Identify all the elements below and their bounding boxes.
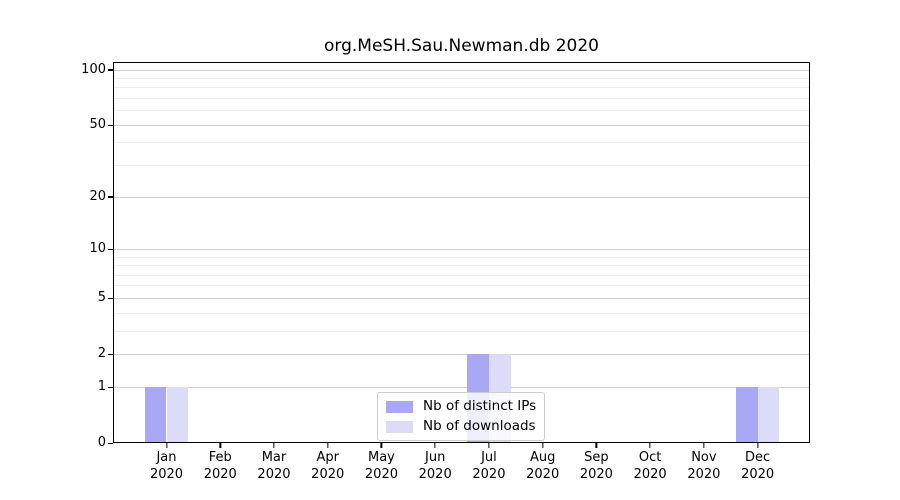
major-gridline-2 xyxy=(113,353,810,355)
y-tick-label-50: 50 xyxy=(89,117,106,133)
x-tick-label-jan: Jan 2020 xyxy=(149,450,184,483)
minor-gridline-30 xyxy=(113,165,810,167)
plot-area xyxy=(113,62,810,444)
bar-nb-of-distinct-ips-dec xyxy=(735,387,758,444)
x-tick-jul xyxy=(488,443,490,448)
legend-swatch-downloads xyxy=(386,420,413,433)
minor-gridline-90 xyxy=(113,77,810,79)
minor-gridline-3 xyxy=(113,330,810,332)
major-gridline-10 xyxy=(113,248,810,250)
minor-gridline-7 xyxy=(113,274,810,276)
major-gridline-20 xyxy=(113,196,810,198)
y-tick-label-2: 2 xyxy=(97,346,106,362)
minor-gridline-60 xyxy=(113,110,810,112)
minor-gridline-4 xyxy=(113,312,810,314)
legend-entry-downloads: Nb of downloads xyxy=(386,418,536,435)
y-tick-label-5: 5 xyxy=(97,290,106,306)
major-gridline-50 xyxy=(113,124,810,126)
x-tick-label-sep: Sep 2020 xyxy=(579,450,613,483)
y-tick-20 xyxy=(108,196,113,198)
x-tick-mar xyxy=(273,443,275,448)
bar-nb-of-downloads-dec xyxy=(757,387,780,444)
minor-gridline-6 xyxy=(113,285,810,287)
x-tick-label-oct: Oct 2020 xyxy=(633,450,667,483)
legend-swatch-distinct-ips xyxy=(386,400,413,413)
major-gridline-1 xyxy=(113,386,810,388)
x-tick-sep xyxy=(595,443,598,448)
x-tick-aug xyxy=(542,443,544,448)
x-tick-may xyxy=(380,443,383,448)
major-gridline-100 xyxy=(113,69,810,71)
x-tick-label-jun: Jun 2020 xyxy=(418,450,452,483)
minor-gridline-9 xyxy=(113,256,810,258)
y-tick-label-0: 0 xyxy=(97,435,106,451)
y-tick-5 xyxy=(108,297,113,300)
x-tick-label-jul: Jul 2020 xyxy=(472,450,506,483)
minor-gridline-40 xyxy=(113,142,810,144)
minor-gridline-80 xyxy=(113,87,810,89)
x-tick-label-aug: Aug 2020 xyxy=(526,450,560,483)
x-tick-nov xyxy=(703,443,705,448)
y-tick-10 xyxy=(108,248,113,250)
y-tick-2 xyxy=(108,353,113,356)
minor-gridline-70 xyxy=(113,98,810,99)
x-tick-oct xyxy=(649,443,651,448)
major-gridline-5 xyxy=(113,297,810,299)
y-tick-0 xyxy=(108,442,113,444)
x-tick-label-feb: Feb 2020 xyxy=(203,450,237,483)
y-tick-label-10: 10 xyxy=(89,241,106,257)
legend-entry-distinct-ips: Nb of distinct IPs xyxy=(386,398,536,415)
bar-nb-of-downloads-jan xyxy=(166,387,189,444)
legend-label-distinct-ips: Nb of distinct IPs xyxy=(423,398,537,414)
y-tick-label-100: 100 xyxy=(81,62,106,77)
x-tick-label-may: May 2020 xyxy=(364,450,398,483)
y-tick-label-20: 20 xyxy=(89,189,106,205)
y-tick-100 xyxy=(108,69,113,71)
chart-title: org.MeSH.Sau.Newman.db 2020 xyxy=(324,36,599,56)
x-tick-label-dec: Dec 2020 xyxy=(741,450,775,483)
legend: Nb of distinct IPs Nb of downloads xyxy=(377,392,546,441)
x-tick-apr xyxy=(327,443,329,448)
x-tick-label-apr: Apr 2020 xyxy=(311,450,345,483)
x-tick-dec xyxy=(756,443,759,448)
x-tick-label-nov: Nov 2020 xyxy=(687,450,721,483)
x-tick-jun xyxy=(434,443,436,448)
x-tick-label-mar: Mar 2020 xyxy=(257,450,291,483)
x-tick-feb xyxy=(219,443,221,448)
y-tick-50 xyxy=(108,124,113,126)
bar-nb-of-distinct-ips-jan xyxy=(144,387,167,444)
x-tick-jan xyxy=(165,443,168,448)
y-tick-label-1: 1 xyxy=(97,379,106,395)
legend-label-downloads: Nb of downloads xyxy=(423,418,536,434)
y-tick-1 xyxy=(108,386,113,388)
minor-gridline-8 xyxy=(113,265,810,267)
